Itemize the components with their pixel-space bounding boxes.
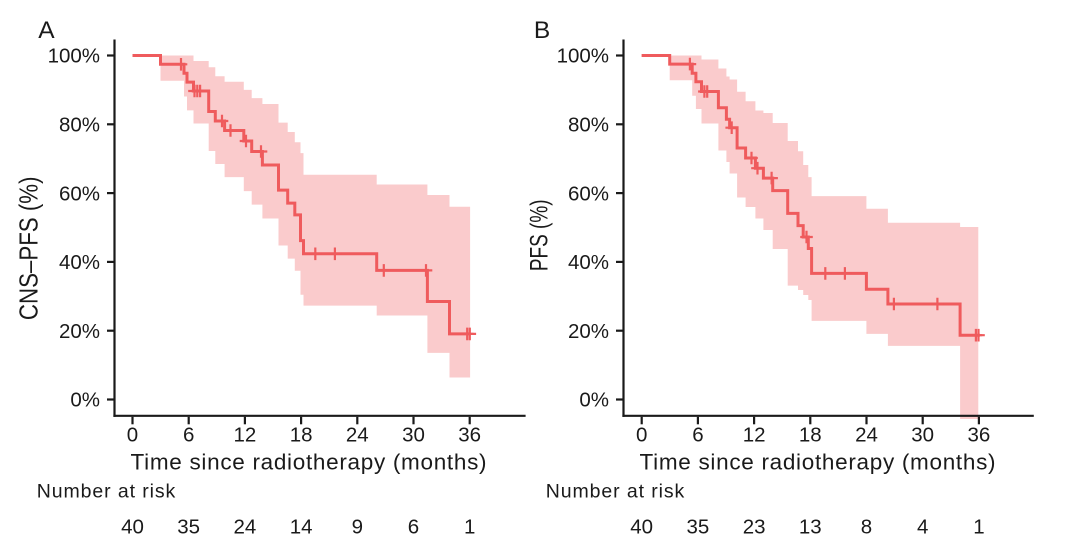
- svg-text:9: 9: [352, 516, 363, 539]
- svg-text:80%: 80%: [568, 114, 609, 137]
- svg-text:100%: 100%: [557, 45, 609, 68]
- svg-text:100%: 100%: [48, 45, 100, 68]
- svg-text:36: 36: [967, 424, 990, 447]
- svg-text:36: 36: [458, 424, 481, 447]
- svg-text:0: 0: [127, 424, 138, 447]
- svg-text:60%: 60%: [568, 182, 609, 205]
- svg-text:6: 6: [183, 424, 194, 447]
- svg-text:1: 1: [464, 516, 475, 539]
- svg-text:A: A: [38, 17, 55, 44]
- svg-text:30: 30: [402, 424, 425, 447]
- svg-text:20%: 20%: [59, 320, 100, 343]
- svg-text:23: 23: [743, 516, 766, 539]
- svg-text:13: 13: [799, 516, 822, 539]
- svg-text:18: 18: [799, 424, 822, 447]
- svg-text:30: 30: [911, 424, 934, 447]
- svg-text:12: 12: [233, 424, 256, 447]
- svg-text:40: 40: [630, 516, 653, 539]
- svg-text:B: B: [534, 17, 550, 44]
- svg-text:1: 1: [973, 516, 984, 539]
- svg-text:6: 6: [692, 424, 703, 447]
- svg-text:24: 24: [346, 424, 369, 447]
- svg-text:24: 24: [233, 516, 256, 539]
- svg-text:80%: 80%: [59, 114, 100, 137]
- svg-text:Number at risk: Number at risk: [37, 480, 176, 502]
- svg-text:8: 8: [861, 516, 872, 539]
- svg-text:18: 18: [290, 424, 313, 447]
- svg-text:6: 6: [408, 516, 419, 539]
- svg-text:35: 35: [177, 516, 200, 539]
- svg-text:PFS (%): PFS (%): [525, 199, 553, 271]
- svg-text:40: 40: [121, 516, 144, 539]
- svg-text:4: 4: [917, 516, 928, 539]
- svg-text:0%: 0%: [70, 389, 100, 412]
- svg-text:Number at risk: Number at risk: [546, 480, 685, 502]
- svg-text:0%: 0%: [579, 389, 609, 412]
- svg-text:12: 12: [743, 424, 766, 447]
- svg-text:14: 14: [290, 516, 313, 539]
- svg-text:40%: 40%: [568, 251, 609, 274]
- svg-text:35: 35: [686, 516, 709, 539]
- svg-text:Time since radiotherapy (month: Time since radiotherapy (months): [131, 450, 488, 475]
- svg-text:60%: 60%: [59, 182, 100, 205]
- svg-text:20%: 20%: [568, 320, 609, 343]
- svg-text:24: 24: [855, 424, 878, 447]
- svg-text:Time since radiotherapy (month: Time since radiotherapy (months): [640, 450, 997, 475]
- svg-text:0: 0: [636, 424, 647, 447]
- svg-text:40%: 40%: [59, 251, 100, 274]
- svg-text:CNS–PFS (%): CNS–PFS (%): [15, 176, 44, 320]
